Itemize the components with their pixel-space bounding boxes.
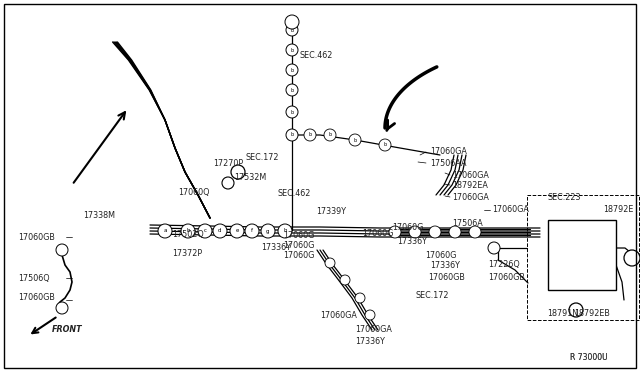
Text: d: d: [218, 228, 221, 234]
Circle shape: [158, 224, 172, 238]
FancyBboxPatch shape: [548, 220, 616, 290]
Text: b: b: [291, 87, 294, 93]
Text: 17339Y: 17339Y: [316, 206, 346, 215]
Circle shape: [213, 224, 227, 238]
Text: b: b: [186, 228, 189, 234]
Circle shape: [230, 224, 244, 238]
Circle shape: [181, 224, 195, 238]
Text: 17060GA: 17060GA: [355, 326, 392, 334]
Text: 17226Q: 17226Q: [488, 260, 520, 269]
Text: 17060G: 17060G: [392, 222, 424, 231]
Circle shape: [325, 258, 335, 268]
Text: 17060GA: 17060GA: [492, 205, 529, 215]
Text: FRONT: FRONT: [52, 326, 83, 334]
Text: b: b: [353, 138, 356, 142]
Circle shape: [304, 129, 316, 141]
Circle shape: [286, 44, 298, 56]
Text: 17060G: 17060G: [425, 250, 456, 260]
Text: 17060G: 17060G: [362, 228, 394, 237]
Circle shape: [198, 224, 212, 238]
Text: 17060GB: 17060GB: [428, 273, 465, 282]
Text: 18791N: 18791N: [547, 310, 578, 318]
Text: 17060GA: 17060GA: [452, 192, 489, 202]
Circle shape: [261, 224, 275, 238]
Text: b: b: [308, 132, 312, 138]
Text: 17060GB: 17060GB: [18, 232, 55, 241]
Text: b: b: [291, 28, 294, 32]
Text: SEC.172: SEC.172: [415, 291, 449, 299]
Text: 17336Y: 17336Y: [397, 237, 427, 247]
Circle shape: [231, 165, 245, 179]
Text: 18792EA: 18792EA: [452, 180, 488, 189]
Text: 17506A: 17506A: [452, 218, 483, 228]
Text: b: b: [291, 48, 294, 52]
Text: 17060G: 17060G: [283, 250, 314, 260]
Text: b: b: [291, 109, 294, 115]
Circle shape: [340, 275, 350, 285]
Text: SEC.223: SEC.223: [548, 192, 582, 202]
Circle shape: [624, 250, 640, 266]
Text: 17506AA: 17506AA: [430, 158, 467, 167]
Text: 17060Q: 17060Q: [178, 189, 209, 198]
Text: SEC.172: SEC.172: [245, 153, 278, 161]
Circle shape: [286, 24, 298, 36]
Circle shape: [286, 64, 298, 76]
Text: 17506Q: 17506Q: [18, 273, 50, 282]
Text: 17336Y: 17336Y: [261, 243, 291, 251]
Circle shape: [222, 177, 234, 189]
Text: 17532M: 17532M: [234, 173, 266, 183]
Text: SEC.462: SEC.462: [278, 189, 312, 198]
Text: 17336Y: 17336Y: [355, 337, 385, 346]
Circle shape: [56, 244, 68, 256]
Circle shape: [429, 226, 441, 238]
Text: b: b: [383, 142, 387, 148]
Text: 17336Y: 17336Y: [430, 260, 460, 269]
Text: R 73000U: R 73000U: [570, 353, 607, 362]
Circle shape: [324, 129, 336, 141]
Text: 18792E: 18792E: [603, 205, 634, 214]
Text: 18792EB: 18792EB: [574, 310, 610, 318]
Circle shape: [389, 226, 401, 238]
Text: 17060GA: 17060GA: [452, 170, 489, 180]
Text: SEC.462: SEC.462: [300, 51, 333, 61]
Circle shape: [285, 15, 299, 29]
Circle shape: [488, 242, 500, 254]
Circle shape: [278, 224, 292, 238]
Text: b: b: [328, 132, 332, 138]
Circle shape: [409, 226, 421, 238]
Text: 17060GA: 17060GA: [430, 148, 467, 157]
Text: 17060G: 17060G: [283, 231, 314, 240]
Circle shape: [355, 293, 365, 303]
Text: 17270P: 17270P: [213, 158, 243, 167]
Text: e: e: [236, 228, 239, 234]
Text: 17060GB: 17060GB: [488, 273, 525, 282]
Text: b: b: [291, 132, 294, 138]
Circle shape: [56, 302, 68, 314]
Text: a: a: [163, 228, 167, 234]
Text: 17372P: 17372P: [172, 248, 202, 257]
Text: g: g: [266, 228, 269, 234]
Circle shape: [286, 129, 298, 141]
Circle shape: [449, 226, 461, 238]
Text: 17338M: 17338M: [83, 211, 115, 219]
Circle shape: [469, 226, 481, 238]
Text: 17060GB: 17060GB: [18, 294, 55, 302]
Text: 17060G: 17060G: [283, 241, 314, 250]
Text: b: b: [291, 67, 294, 73]
Circle shape: [569, 303, 583, 317]
Text: c: c: [204, 228, 207, 234]
Text: 17060GA: 17060GA: [320, 311, 357, 321]
Circle shape: [365, 310, 375, 320]
Circle shape: [379, 139, 391, 151]
Circle shape: [286, 84, 298, 96]
Circle shape: [349, 134, 361, 146]
Text: f: f: [251, 228, 253, 234]
Text: R 73000U: R 73000U: [570, 353, 607, 362]
Circle shape: [286, 106, 298, 118]
Text: 17502Q: 17502Q: [172, 231, 204, 240]
Circle shape: [245, 224, 259, 238]
Text: h: h: [284, 228, 287, 234]
